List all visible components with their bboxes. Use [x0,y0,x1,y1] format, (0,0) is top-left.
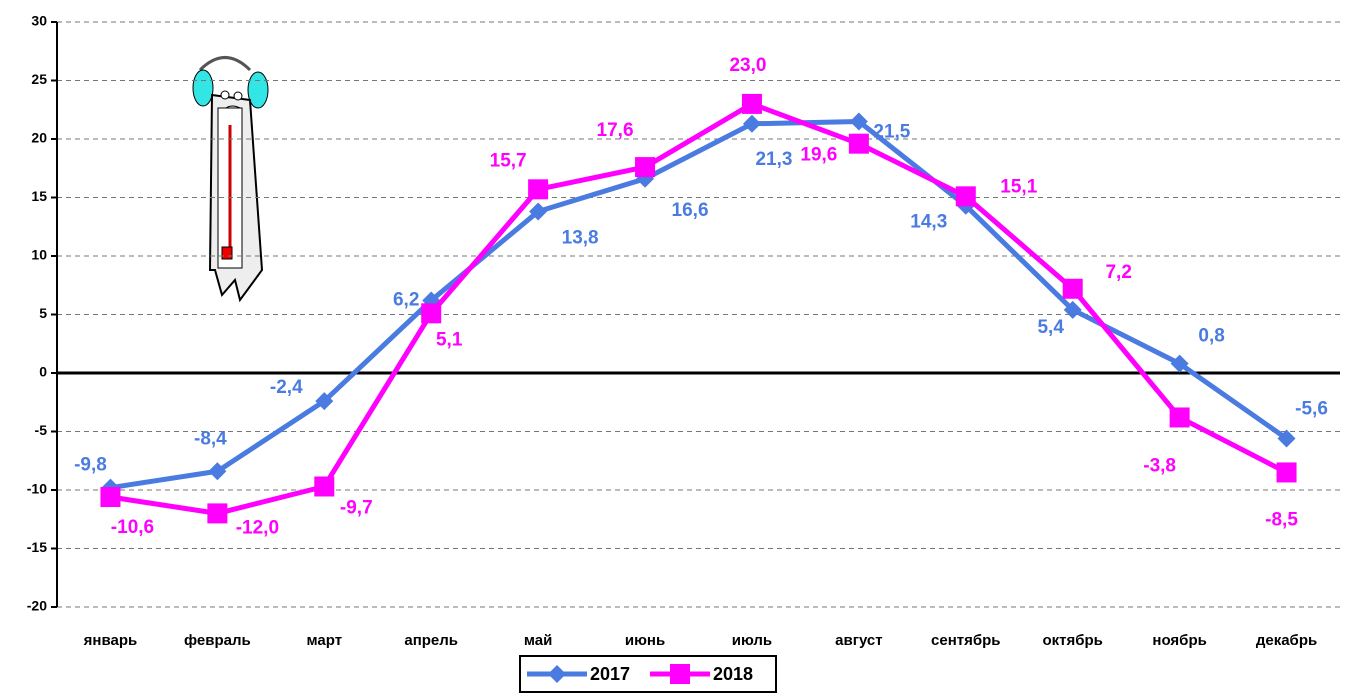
marker [741,93,762,114]
marker [1063,300,1082,319]
marker [742,114,761,133]
data-label: 7,2 [1105,262,1131,283]
data-label: -8,5 [1265,509,1298,530]
marker [849,112,868,131]
y-tick-label: -10 [27,481,47,497]
data-label: 5,4 [1037,317,1064,338]
y-tick-label: 30 [31,13,47,29]
marker [1169,407,1190,428]
data-label: 14,3 [910,212,947,233]
x-tick-label: апрель [404,632,458,649]
data-label: 23,0 [729,55,766,76]
y-tick-label: 20 [31,130,47,146]
legend-label: 2017 [590,664,630,684]
x-tick-label: март [307,632,343,649]
series-line [110,101,1288,516]
marker [207,503,228,524]
marker [208,462,227,481]
marker [1062,278,1083,299]
y-tick-label: 0 [39,364,47,380]
marker [1276,462,1297,483]
data-label: 15,7 [490,150,527,171]
marker [635,157,656,178]
y-tick-label: 15 [31,188,47,204]
data-label: 5,1 [436,329,463,350]
marker [315,392,334,411]
marker [1277,429,1296,448]
thermometer-illustration [192,56,269,303]
marker [1170,354,1189,373]
y-tick-label: 5 [39,305,47,321]
data-label: 19,6 [800,145,837,166]
y-tick-label: 10 [31,247,47,263]
legend-label: 2018 [713,664,753,684]
data-label: -9,7 [340,498,373,519]
y-tick-label: -5 [35,422,48,438]
x-tick-label: июль [732,632,772,649]
series-line [110,118,1288,491]
data-label: -8,4 [194,428,227,449]
data-label: 17,6 [597,120,634,141]
x-tick-label: январь [84,632,138,649]
x-tick-label: декабрь [1256,632,1317,649]
data-label: 16,6 [672,200,709,221]
marker [528,179,549,200]
x-tick-label: июнь [625,632,665,649]
legend-marker [670,664,690,684]
data-label: -5,6 [1295,399,1328,420]
x-tick-label: сентябрь [931,632,1001,649]
marker [529,202,548,221]
y-tick-label: -20 [27,598,47,614]
x-tick-label: февраль [184,632,251,649]
data-label: 21,3 [755,149,792,170]
marker [421,303,442,324]
data-label: -3,8 [1143,455,1176,476]
data-label: 21,5 [873,121,910,142]
x-tick-label: октябрь [1042,632,1102,649]
data-label: 13,8 [562,228,599,249]
legend-marker [548,665,566,683]
data-label: -9,8 [74,455,107,476]
legend: 2017 2018 [519,655,777,693]
y-tick-label: -15 [27,539,47,555]
data-label: -2,4 [270,377,303,398]
y-tick-label: 25 [31,71,47,87]
x-tick-label: май [524,632,552,649]
marker [314,476,335,497]
x-tick-label: ноябрь [1152,632,1206,649]
x-tick-label: август [835,632,882,649]
data-label: 6,2 [393,289,419,310]
data-label: 0,8 [1198,326,1224,347]
data-label: -12,0 [236,517,279,538]
data-label: -10,6 [111,517,154,538]
data-label: 15,1 [1000,176,1037,197]
marker [955,186,976,207]
marker [100,487,121,508]
marker [848,133,869,154]
